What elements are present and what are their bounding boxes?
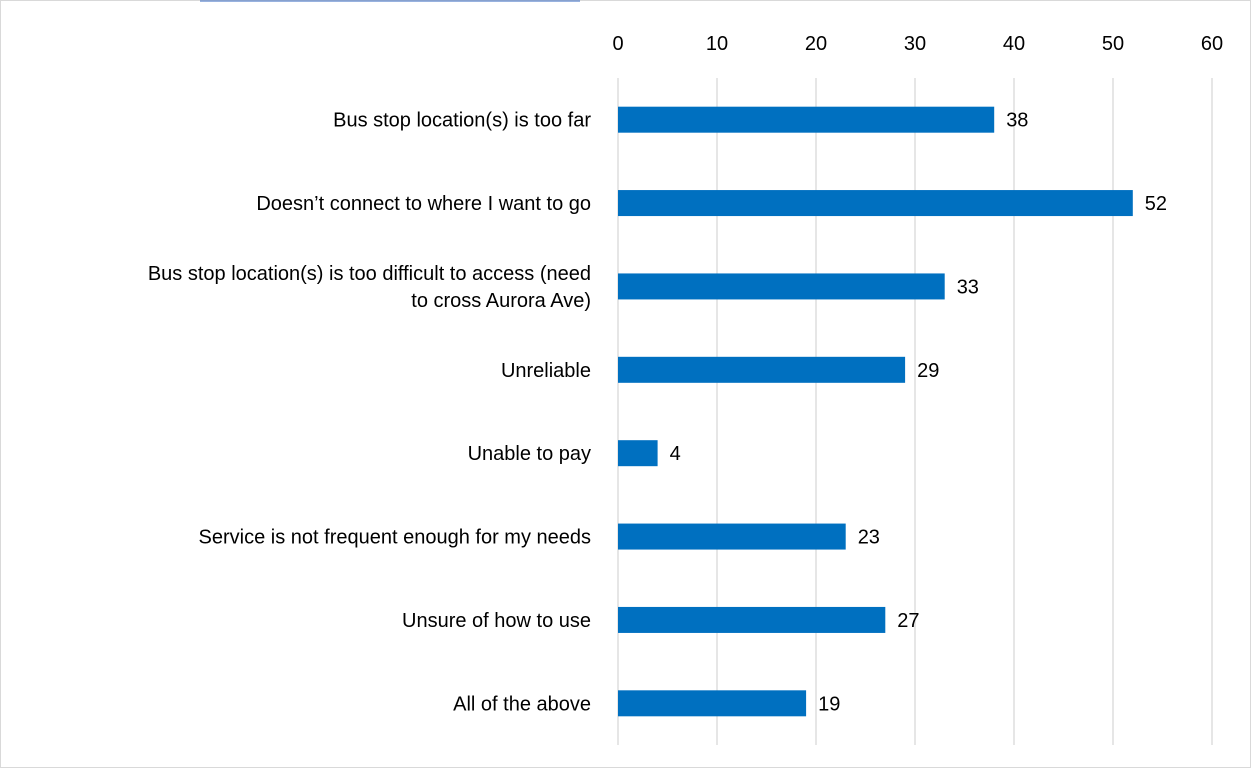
x-tick-label: 50 <box>1102 33 1124 55</box>
category-label: Doesn’t connect to where I want to go <box>256 193 591 215</box>
category-label: Bus stop location(s) is too difficult to… <box>148 263 591 312</box>
gridlines <box>617 78 1213 745</box>
category-label: Unreliable <box>501 360 591 382</box>
category-label: Service is not frequent enough for my ne… <box>199 527 591 549</box>
bar <box>618 190 1133 217</box>
x-tick-label: 40 <box>1003 33 1025 55</box>
bar <box>618 523 846 550</box>
x-tick-label: 60 <box>1201 33 1223 55</box>
bar <box>618 690 807 717</box>
category-label: Unsure of how to use <box>402 610 591 632</box>
top-accent-line <box>200 0 580 2</box>
category-label-line: Bus stop location(s) is too far <box>333 110 591 132</box>
data-label: 4 <box>670 443 681 465</box>
x-tick-label: 20 <box>805 33 827 55</box>
category-label: Unable to pay <box>468 443 591 465</box>
data-labels: 38 52 33 29 4 23 27 19 <box>670 110 1167 716</box>
data-label: 19 <box>818 693 840 715</box>
data-label: 23 <box>858 527 880 549</box>
x-tick-label: 30 <box>904 33 926 55</box>
category-labels: Bus stop location(s) is too far Doesn’t c… <box>148 110 592 716</box>
category-label-line: Bus stop location(s) is too difficult to… <box>148 263 591 285</box>
x-axis-ticks: 0 10 20 30 40 50 60 <box>612 33 1223 55</box>
category-label-line: Unreliable <box>501 360 591 382</box>
bar <box>618 356 906 383</box>
data-label: 52 <box>1145 193 1167 215</box>
bar <box>618 106 995 133</box>
category-label-line: to cross Aurora Ave) <box>411 290 591 312</box>
data-label: 38 <box>1006 110 1028 132</box>
category-label-line: Doesn’t connect to where I want to go <box>256 193 591 215</box>
bars <box>618 106 1133 717</box>
data-label: 33 <box>957 276 979 298</box>
bar <box>618 606 886 633</box>
category-label-line: Unable to pay <box>468 443 591 465</box>
category-label-line: Unsure of how to use <box>402 610 591 632</box>
bar <box>618 440 658 467</box>
x-tick-label: 10 <box>706 33 728 55</box>
category-label: Bus stop location(s) is too far <box>333 110 591 132</box>
category-label: All of the above <box>453 693 591 715</box>
category-label-line: All of the above <box>453 693 591 715</box>
bar <box>618 273 945 300</box>
data-label: 29 <box>917 360 939 382</box>
data-label: 27 <box>897 610 919 632</box>
x-tick-label: 0 <box>612 33 623 55</box>
category-label-line: Service is not frequent enough for my ne… <box>199 527 591 549</box>
